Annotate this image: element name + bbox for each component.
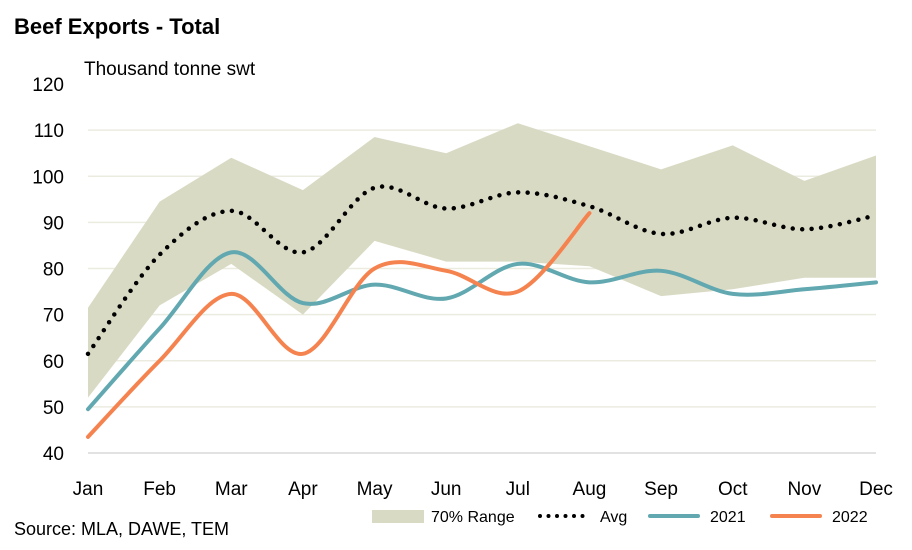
x-tick-label: Feb: [143, 479, 176, 500]
x-tick-label: Aug: [573, 479, 607, 500]
legend-label-2022: 2022: [832, 509, 868, 526]
y-tick-label: 80: [43, 260, 64, 281]
series-line-2021: [86, 250, 878, 412]
legend-label-range: 70% Range: [431, 509, 515, 526]
x-tick-label: Jan: [73, 479, 104, 500]
y-tick-label: 100: [32, 167, 64, 188]
x-tick-label: Apr: [288, 479, 318, 500]
y-axis-label: Thousand tonne swt: [84, 59, 256, 80]
legend-label-avg: Avg: [600, 509, 627, 526]
y-tick-label: 90: [43, 213, 64, 234]
legend-label-2021: 2021: [710, 509, 746, 526]
y-tick-label: 110: [34, 121, 64, 142]
x-tick-label: Mar: [215, 479, 248, 500]
y-tick-label: 40: [43, 444, 64, 465]
series-line-avg: [85, 184, 879, 357]
x-tick-label: Jul: [506, 479, 530, 500]
chart-title: Beef Exports - Total: [14, 14, 221, 39]
x-tick-label: Jun: [431, 479, 462, 500]
y-tick-label: 120: [32, 75, 64, 96]
x-tick-label: Oct: [718, 479, 748, 500]
y-tick-label: 50: [43, 398, 64, 419]
source-note: Source: MLA, DAWE, TEM: [14, 519, 230, 539]
series-line-2022: [86, 211, 592, 439]
x-tick-label: May: [357, 479, 393, 500]
y-tick-label: 60: [43, 352, 64, 373]
legend-swatch-range: [372, 510, 424, 523]
x-tick-label: Sep: [644, 479, 678, 500]
range-band: [88, 123, 876, 398]
x-tick-label: Nov: [787, 479, 821, 500]
y-tick-label: 70: [43, 306, 64, 327]
x-tick-label: Dec: [859, 479, 893, 500]
